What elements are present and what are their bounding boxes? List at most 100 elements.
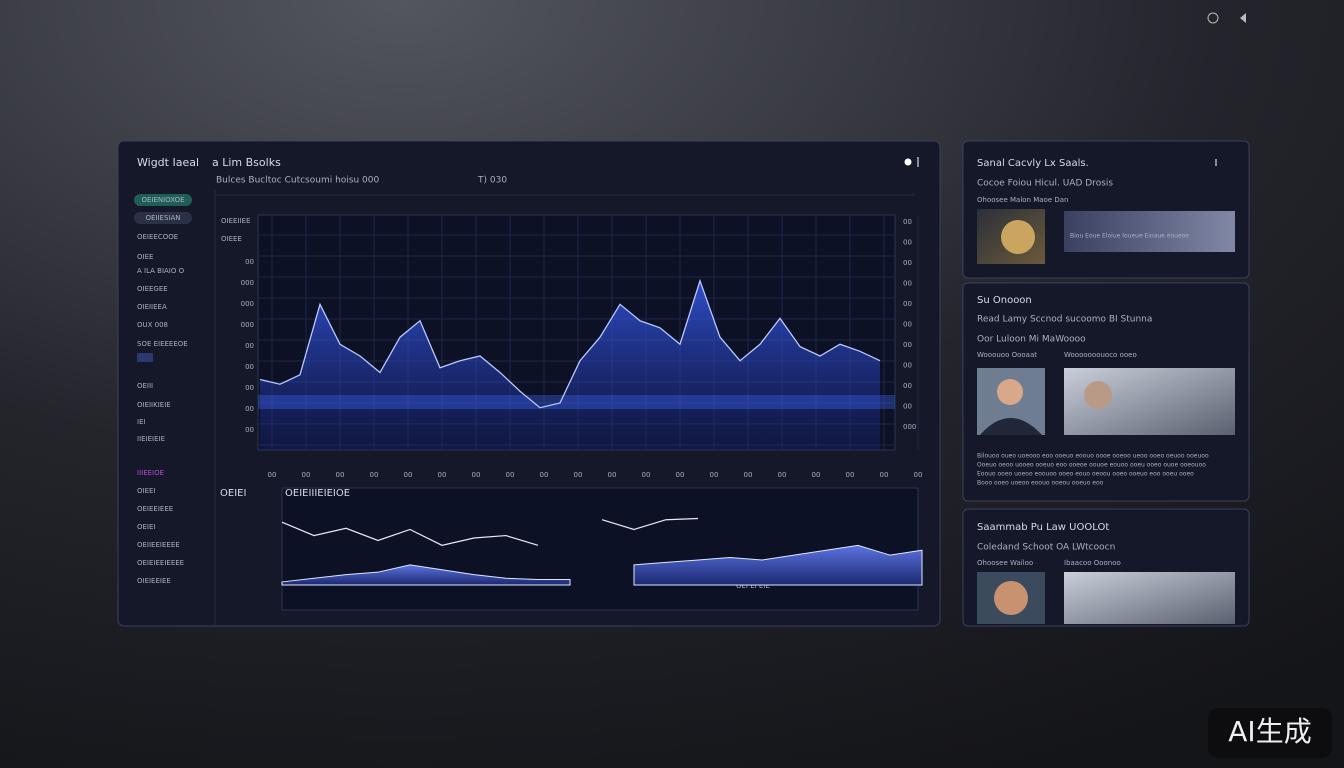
line <box>601 517 699 531</box>
y-tick-label: 00 <box>903 280 912 288</box>
chart-area <box>281 487 919 611</box>
sidebar-item[interactable]: OEIIEEIEEEE <box>137 541 180 549</box>
y-tick-label: 00 <box>903 239 912 247</box>
y-tick-label: 000 <box>241 321 254 329</box>
sidebar-item[interactable]: OUX 008 <box>137 321 168 329</box>
card-title: Sanal Cacvly Lx Saals. <box>977 158 1089 169</box>
sidebar-item[interactable]: OEIEEIEEE <box>137 505 173 513</box>
card-image <box>1064 211 1235 252</box>
sidebar-item[interactable]: SOE EIEEEEOE <box>137 340 188 348</box>
paragraph-line: Eoouo ooeo uoeoo eoouoo ooeo eouo oeoou … <box>977 471 1194 478</box>
x-tick-label: 00 <box>744 471 753 479</box>
x-tick-label: 00 <box>914 471 923 479</box>
x-tick-label: 00 <box>812 471 821 479</box>
panel-title: Wigdt Iaeal <box>137 156 199 169</box>
x-tick-label: 00 <box>506 471 515 479</box>
area <box>260 280 880 450</box>
x-tick-label: 00 <box>846 471 855 479</box>
sidebar-item[interactable]: OIEEI <box>137 487 155 495</box>
x-tick-label: 00 <box>438 471 447 479</box>
sidebar-item[interactable]: OEIEIEEIEEEE <box>137 559 184 567</box>
x-tick-label: 00 <box>404 471 413 479</box>
paragraph-line: Booo ooeo uoeoo eoouo ooeou ooeuo eoo <box>977 480 1104 487</box>
card-title: Saammab Pu Law UOOLOt <box>977 522 1109 533</box>
watermark: AI生成 <box>1228 715 1311 748</box>
sidebar-item[interactable]: IIIEEIOE <box>137 469 164 477</box>
sidebar-item[interactable]: OIEEGEE <box>137 285 168 293</box>
paragraph-line: Ooeuo oeoo uooeo ooeuo eoo ooeoe oouoe e… <box>977 462 1206 469</box>
x-tick-label: 00 <box>608 471 617 479</box>
y-tick-label: 000 <box>241 279 254 287</box>
card-image <box>997 379 1023 405</box>
y-tick-label: 00 <box>245 384 254 392</box>
sidebar-item[interactable]: OIEIIKIEIE <box>137 401 171 409</box>
sidebar-pill-label: OEIIESIAN <box>145 214 180 222</box>
icon[interactable] <box>1207 12 1219 24</box>
x-tick-label: 00 <box>778 471 787 479</box>
x-tick-label: 00 <box>540 471 549 479</box>
sidebar-marker <box>137 353 153 362</box>
paragraph: Bilouoo oueo uoeooo eoo ooeuo eoouo oooe… <box>977 453 1209 487</box>
card-image <box>1064 572 1235 624</box>
sidebar-pill[interactable] <box>134 194 192 206</box>
lower-chart-title: OEIEI <box>220 488 246 499</box>
x-tick-label: 00 <box>370 471 379 479</box>
x-tick-label: 00 <box>302 471 311 479</box>
watermark-bg <box>1208 708 1332 758</box>
glow-band <box>258 395 895 409</box>
y-tick-label: 00 <box>903 218 912 226</box>
status-dot <box>904 158 912 166</box>
sidebar-item[interactable]: OEIEECOOE <box>137 233 178 241</box>
sidebar-item[interactable]: OIEIIEEA <box>137 303 167 311</box>
y-tick-label: 00 <box>903 382 912 390</box>
subtitle-meta: T) 030 <box>477 176 507 186</box>
sidebar-item[interactable]: OIEIEEIEE <box>137 577 171 585</box>
sidebar-item[interactable]: OEIEI <box>137 523 155 531</box>
area <box>281 564 571 586</box>
paragraph-line: Bilouoo oueo uoeooo eoo ooeuo eoouo oooe… <box>977 453 1209 460</box>
card-text: Biou Eoue Eloiue Ioueue Eioaue eoueoe <box>1070 233 1189 240</box>
lower-chart-note: OEI EI EIE <box>736 582 770 590</box>
lower-chart-subtitle: OEIEIIIEIEIOE <box>285 488 350 499</box>
icon[interactable] <box>1240 13 1246 23</box>
card-caption: Ohoosee Malon Maoe Dan <box>977 196 1068 204</box>
x-tick-label: 00 <box>472 471 481 479</box>
card-subhead: Oor Luloon Mi MaWoooo <box>977 335 1086 345</box>
y-tick-label: 00 <box>903 362 912 370</box>
y-tick-label: 00 <box>903 341 912 349</box>
sidebar-pill[interactable] <box>134 212 192 224</box>
card-headline: Cocoe Foiou Hicul. UAD Drosis <box>977 179 1113 189</box>
card-caption: Ohoosee Wailoo <box>977 559 1033 567</box>
sidebar-item[interactable]: OEIII <box>137 382 153 390</box>
subtitle: Bulces Bucltoc Cutcsoumi hoisu 000 <box>216 176 379 186</box>
area <box>633 544 923 586</box>
x-tick-label: 00 <box>676 471 685 479</box>
sidebar-item[interactable]: A ILA BIAIO O <box>137 267 185 275</box>
y-tick-label: 000 <box>241 300 254 308</box>
x-tick-label: 00 <box>336 471 345 479</box>
card-image <box>1084 381 1112 409</box>
sidebar-item[interactable]: IEI <box>137 418 146 426</box>
card-image <box>1001 220 1035 254</box>
x-tick-label: 00 <box>880 471 889 479</box>
card-headline: Read Lamy Sccnod sucoomo BI Stunna <box>977 315 1152 325</box>
y-tick-label: 000 <box>903 423 916 431</box>
y-tick-label: 00 <box>903 300 912 308</box>
x-tick-label: 00 <box>642 471 651 479</box>
sidebar-item[interactable]: IIEIEIEIE <box>137 435 165 443</box>
y-tick-label: 00 <box>245 426 254 434</box>
sidebar-item[interactable]: OIEE <box>137 253 153 261</box>
y-tick-label: 00 <box>245 405 254 413</box>
card-title: Su Onooon <box>977 295 1032 306</box>
x-tick-label: 00 <box>710 471 719 479</box>
card-caption: Wooouoo Oooaat <box>977 351 1037 359</box>
x-tick-label: 00 <box>268 471 277 479</box>
card-caption: Wooooooouoco ooeo <box>1064 351 1137 359</box>
legend-entry: OIEEIIEE <box>221 217 250 225</box>
card-headline: Coledand Schoot OA LWtcoocn <box>977 543 1115 553</box>
line <box>259 278 881 409</box>
line <box>281 521 539 546</box>
tab[interactable]: a Lim Bsolks <box>212 156 281 169</box>
y-tick-label: 00 <box>903 321 912 329</box>
